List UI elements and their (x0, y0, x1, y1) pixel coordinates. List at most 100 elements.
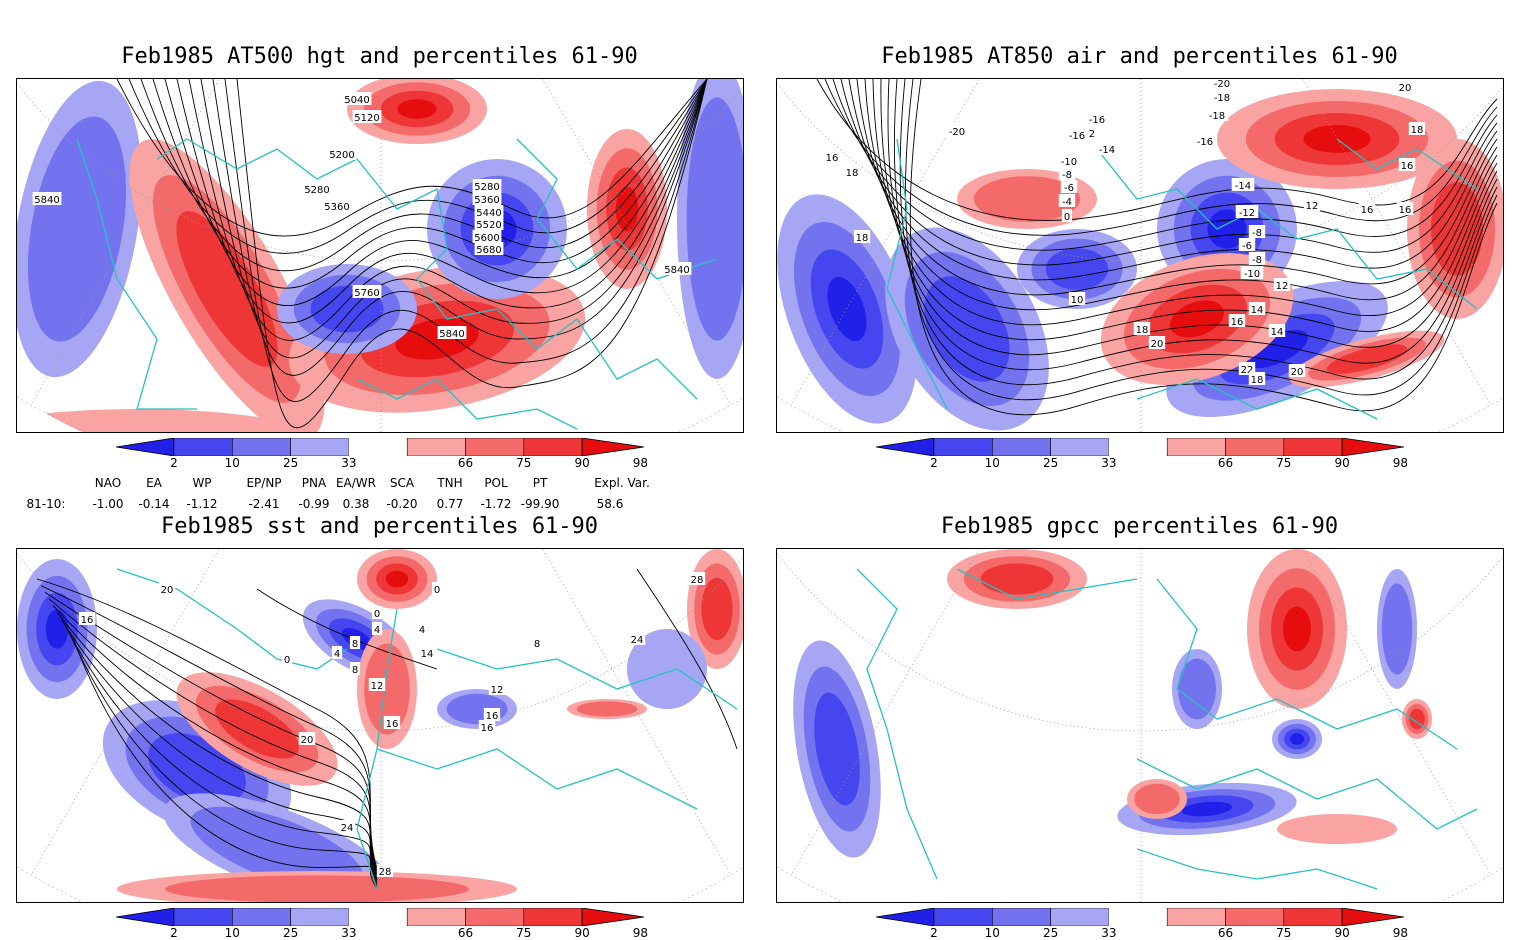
contour-label: -10 (1244, 269, 1260, 280)
contour-label-bg (1210, 90, 1234, 103)
contour-label: 28 (379, 867, 392, 878)
contour-label-bg (1058, 167, 1076, 180)
contour-label-bg (472, 230, 502, 243)
contour-label: 18 (1251, 375, 1264, 386)
contour-label: 5040 (344, 95, 369, 106)
contour-label: 16 (481, 723, 494, 734)
contour-label-box: 20 (1148, 336, 1166, 350)
index-value: -0.99 (298, 497, 330, 511)
contour-label-box: 16 (78, 612, 96, 626)
contour-label: 5600 (474, 233, 499, 244)
contour-label-bg (338, 820, 356, 833)
colorbar-tick-label: 25 (282, 926, 299, 940)
colorbar-sst-svg (115, 907, 645, 927)
contour-label-box: 5840 (662, 262, 692, 276)
colorbar-arrow-high (1341, 437, 1405, 457)
colorbar-segment (232, 907, 291, 927)
panel-title-z500: Feb1985 AT500 hgt and percentiles 61-90 (121, 44, 638, 69)
contour-label-bg (158, 582, 176, 595)
shading-patch (1283, 606, 1311, 652)
contour-label-bg (1133, 322, 1151, 335)
contour-line (840, 79, 1498, 266)
colorbar-arrow-low (875, 437, 935, 457)
contour-label: 4 (374, 625, 380, 636)
map-gpcc-svg (777, 549, 1503, 902)
colorbar-arrow-low (115, 907, 175, 927)
contour-label: 20 (1151, 339, 1164, 350)
contour-label: 5760 (354, 288, 379, 299)
contour-line (636, 568, 738, 750)
colorbar-tick-label: 10 (984, 926, 1000, 940)
contour-label: -8 (1062, 170, 1072, 181)
contour-label-box: 16 (478, 720, 496, 734)
contour-label-box: 5280 (302, 182, 332, 196)
colorbar-arrow-high (581, 437, 645, 457)
index-header: POL (484, 476, 508, 490)
shading-patch (385, 570, 409, 588)
contour-label-box: 4 (331, 646, 343, 660)
contour-line (68, 631, 378, 887)
contour-label-bg (1248, 302, 1266, 315)
contour-label-bg (531, 636, 543, 649)
contour-label-bg (352, 285, 382, 298)
contour-label-bg (352, 110, 382, 123)
colorbar-tick-label: 10 (224, 926, 240, 940)
index-header: EA (146, 476, 162, 490)
contour-label-bg (688, 572, 706, 585)
colorbar-tick-label: 25 (1042, 926, 1059, 940)
contour-label: -14 (1099, 145, 1115, 156)
colorbar-tick-label: 2 (170, 926, 178, 940)
contour-label-box: -4 (1058, 194, 1076, 208)
contour-label-box: 0 (371, 606, 383, 620)
contour-label-box: 5520 (474, 217, 504, 231)
colorbar-arrow-low (875, 907, 935, 927)
contour-label: 14 (1271, 327, 1284, 338)
contour-label-bg (1396, 80, 1414, 93)
contour-line (140, 79, 708, 272)
contour-label: -16 (1089, 115, 1105, 126)
contour-label-box: -6 (1238, 238, 1256, 252)
contour-label: 0 (1064, 212, 1070, 223)
index-header: Expl. Var. (594, 476, 650, 490)
colorbar-segment (290, 907, 350, 927)
contour-label-box: 5600 (472, 230, 502, 244)
shading-patch (45, 609, 69, 649)
shading-patch (576, 701, 638, 717)
colorbar-z500: 2 10 25 33 66 75 90 98 (115, 437, 648, 470)
contour-label: -10 (1061, 157, 1077, 168)
panel-title-t850: Feb1985 AT850 air and percentiles 61-90 (881, 44, 1398, 69)
index-header: PT (532, 476, 548, 490)
coastline (516, 138, 718, 280)
contour-label-bg (823, 150, 841, 163)
colorbar-tick-label: 98 (632, 926, 649, 940)
contour-label-bg (331, 646, 343, 659)
contour-label-bg (945, 124, 969, 137)
colorbar-segment (173, 437, 233, 457)
panel-title-gpcc: Feb1985 gpcc percentiles 61-90 (940, 514, 1339, 539)
contour-label: 4 (419, 625, 425, 636)
contour-label: 20 (1399, 83, 1412, 94)
index-row-label: 81-10: (26, 497, 66, 511)
contour-label-bg (1205, 108, 1229, 121)
contour-line (824, 79, 1498, 236)
contour-label: 14 (421, 649, 434, 660)
contour-label-bg (472, 192, 502, 205)
colorbar-segment (465, 437, 525, 457)
contour-label-bg (1303, 198, 1321, 211)
contour-label-bg (472, 179, 502, 192)
coastline (1136, 378, 1378, 420)
contour-label-box: 0 (281, 652, 293, 666)
contour-label-bg (1231, 178, 1255, 191)
contour-label: 5280 (474, 182, 499, 193)
contour-label-box: 5680 (474, 242, 504, 256)
shading-patch (1381, 583, 1413, 675)
colorbar-tick-label: 2 (170, 456, 178, 470)
colorbar-tick-label: 33 (1101, 456, 1117, 470)
colorbar-tick-label: 10 (984, 456, 1000, 470)
contour-line (56, 611, 378, 881)
contour-line (893, 79, 1498, 371)
contour-label-box: -8 (1248, 252, 1266, 266)
colorbar-tick-label: 33 (341, 456, 357, 470)
contour-label-bg (349, 662, 361, 675)
